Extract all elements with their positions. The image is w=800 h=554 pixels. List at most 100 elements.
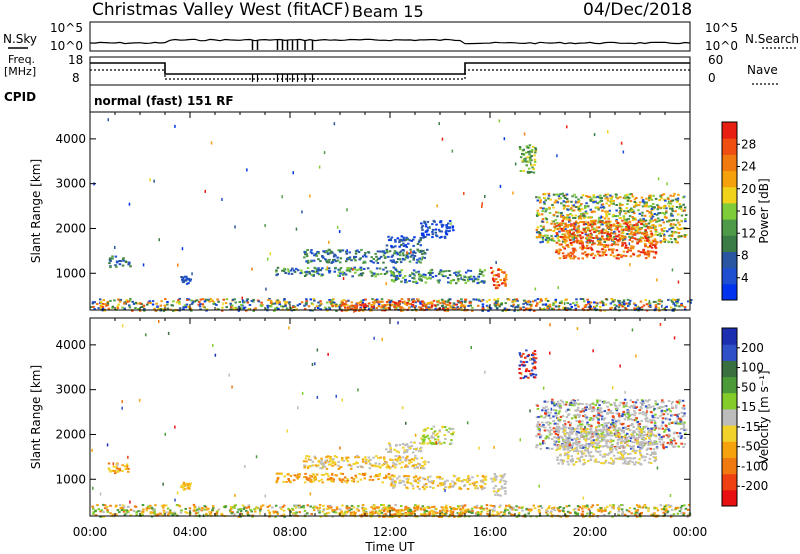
- velocity-cell: [596, 432, 600, 435]
- velocity-cell: [678, 432, 682, 435]
- velocity-cell: [655, 425, 658, 428]
- power-cell: [281, 305, 285, 308]
- power-cell: [648, 300, 651, 304]
- velocity-cell: [558, 406, 562, 409]
- velocity-cell: [404, 458, 408, 461]
- power-cell: [496, 300, 499, 303]
- velocity-cell: [618, 458, 622, 460]
- velocity-cell: [654, 458, 658, 461]
- power-cell: [408, 260, 412, 263]
- velocity-cell: [595, 446, 598, 449]
- power-cell: [402, 254, 405, 257]
- power-cell: [452, 279, 456, 282]
- power-cell: [444, 231, 448, 234]
- power-cell: [638, 237, 642, 240]
- power-cell: [280, 305, 283, 308]
- power-cell: [573, 217, 577, 219]
- velocity-cell: [652, 434, 655, 437]
- power-cell: [363, 260, 366, 263]
- power-cell: [522, 299, 526, 302]
- power-x-ticks: [89, 112, 691, 310]
- velocity-cell: [609, 438, 612, 441]
- power-cell: [440, 223, 444, 226]
- power-cell: [128, 304, 131, 307]
- power-cell: [560, 229, 564, 232]
- power-cell: [419, 278, 423, 281]
- velocity-cell: [443, 426, 447, 428]
- velocity-cell: [570, 399, 574, 402]
- velocity-cell: [605, 431, 609, 434]
- power-cell: [406, 251, 408, 255]
- power-cell: [481, 307, 484, 310]
- power-cell: [413, 254, 417, 257]
- power-cell: [198, 305, 202, 308]
- power-cell: [593, 307, 597, 310]
- power-cell: [296, 269, 300, 272]
- power-cell: [106, 301, 110, 303]
- velocity-cell: [592, 409, 595, 412]
- power-cell: [494, 278, 498, 281]
- power-cell: [241, 299, 245, 302]
- power-cell: [357, 309, 361, 312]
- power-cell: [596, 236, 599, 239]
- velocity-cell: [620, 436, 623, 438]
- velocity-cell: [678, 399, 681, 402]
- power-cell: [378, 257, 381, 260]
- power-cell: [461, 278, 465, 281]
- velocity-cell: [401, 456, 405, 459]
- velocity-cell: [538, 430, 542, 433]
- power-colorbar-segment: [722, 267, 737, 285]
- power-cell: [565, 254, 568, 257]
- power-cell: [608, 223, 611, 226]
- power-cell: [392, 259, 395, 262]
- power-cell: [441, 301, 445, 304]
- velocity-cell: [397, 457, 400, 459]
- velocity-cell: [648, 430, 651, 433]
- velocity-cell: [331, 477, 334, 480]
- velocity-cell: [658, 438, 661, 441]
- power-cell: [637, 221, 641, 224]
- power-cell: [405, 302, 409, 304]
- power-cell: [583, 306, 587, 308]
- power-cell: [560, 222, 563, 225]
- velocity-cell: [629, 399, 632, 402]
- velocity-cell: [674, 420, 677, 423]
- power-cell: [683, 206, 687, 209]
- power-cell: [646, 252, 649, 254]
- power-cell: [616, 197, 619, 200]
- power-cell: [362, 305, 366, 308]
- velocity-cell: [471, 482, 475, 485]
- power-cell: [594, 306, 597, 309]
- power-cell: [527, 160, 531, 163]
- velocity-cell: [438, 477, 442, 480]
- velocity-cell: [585, 403, 588, 406]
- velocity-cell: [572, 463, 576, 466]
- power-cell: [596, 250, 599, 253]
- power-cell: [590, 233, 593, 236]
- velocity-cell: [361, 460, 365, 463]
- velocity-cell: [580, 452, 584, 455]
- power-cell: [172, 310, 175, 312]
- velocity-cell: [595, 442, 598, 445]
- power-cell: [425, 306, 428, 309]
- power-cell: [526, 170, 530, 173]
- power-cell: [618, 202, 622, 205]
- power-cell: [347, 299, 350, 302]
- velocity-cell: [430, 442, 434, 445]
- power-cell: [665, 211, 668, 214]
- power-cell: [420, 226, 424, 229]
- power-cell: [105, 304, 108, 307]
- velocity-cell: [422, 477, 425, 480]
- velocity-cell: [418, 479, 421, 482]
- power-cell: [522, 306, 525, 309]
- power-cell: [353, 257, 356, 260]
- power-cell: [586, 195, 590, 198]
- power-cell: [568, 254, 571, 257]
- power-cell: [555, 251, 558, 254]
- velocity-cell: [429, 475, 432, 478]
- power-cell: [147, 301, 150, 304]
- power-cell: [645, 253, 649, 256]
- power-cell: [581, 236, 585, 239]
- power-cell: [437, 272, 441, 275]
- power-cell: [605, 215, 608, 218]
